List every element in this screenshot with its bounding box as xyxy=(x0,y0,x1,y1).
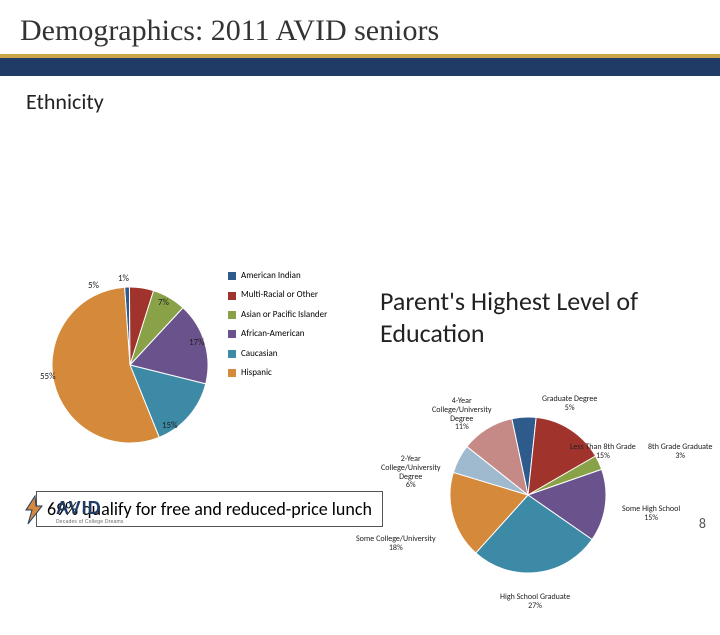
avid-logo: AVID Decades of College Dreams xyxy=(20,494,124,528)
edu-pie-label: Some College/University18% xyxy=(356,535,436,553)
education-pie-chart xyxy=(0,115,720,635)
edu-pie-label: 2-YearCollege/UniversityDegree6% xyxy=(381,455,441,490)
edu-pie-label: Graduate Degree5% xyxy=(542,395,597,413)
edu-pie-label: High School Graduate27% xyxy=(500,593,570,611)
edu-pie-label: Less Than 8th Grade15% xyxy=(570,443,636,461)
logo-text: AVID xyxy=(56,498,124,519)
ethnicity-heading: Ethnicity xyxy=(0,76,720,115)
logo-tagline: Decades of College Dreams xyxy=(56,519,124,525)
page-title: Demographics: 2011 AVID seniors xyxy=(20,14,700,48)
edu-pie-label: 8th Grade Graduate3% xyxy=(648,443,712,461)
navy-bar xyxy=(0,58,720,76)
edu-pie-label: Some High School15% xyxy=(622,505,680,523)
edu-pie-label: 4-YearCollege/UniversityDegree11% xyxy=(432,397,492,432)
slide-number: 8 xyxy=(699,515,706,532)
